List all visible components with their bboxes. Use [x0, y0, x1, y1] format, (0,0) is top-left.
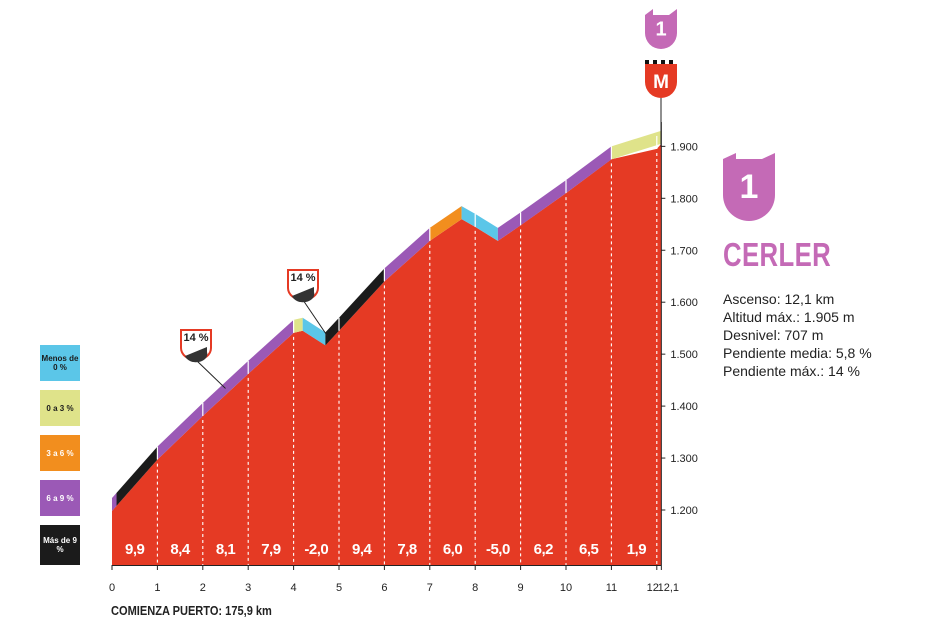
y-tick-label: 1.500 [670, 349, 698, 361]
max-gradient-marker: 14 % [180, 329, 226, 389]
legend-label: 3 a 6 % [46, 448, 74, 458]
legend-item: 3 a 6 % [40, 435, 80, 471]
segment-gradient-label: 6,5 [579, 541, 599, 558]
climb-category-badge: 1 [723, 153, 775, 221]
climb-name: CERLER [723, 236, 832, 273]
x-tick-label: 7 [427, 582, 433, 594]
y-tick-label: 1.800 [670, 193, 698, 205]
legend-item: Menos de 0 % [40, 345, 80, 381]
gradient-band [384, 227, 430, 282]
marker-pointer [195, 359, 226, 389]
marker-pointer [302, 299, 329, 337]
x-tick-label: 12,1 [658, 582, 679, 594]
y-tick-label: 1.600 [670, 297, 698, 309]
legend-label: Más de 9 % [43, 536, 77, 554]
segment-gradient-label: 8,1 [216, 541, 236, 558]
badge-label: M [653, 72, 669, 93]
gradient-band [339, 268, 385, 331]
legend-label: Menos de 0 % [41, 354, 79, 372]
gradient-band [302, 317, 326, 346]
gradient-band [461, 206, 476, 227]
slope-icon [292, 287, 315, 303]
legend-item: 0 a 3 % [40, 390, 80, 426]
legend-item: 6 a 9 % [40, 480, 80, 516]
gradient-band [566, 146, 612, 194]
segment-gradient-label: 1,9 [627, 541, 647, 558]
gradient-band [157, 402, 203, 460]
checker-cell [657, 60, 661, 64]
summit-category-badge: 1 [645, 9, 677, 49]
gradient-band [475, 213, 498, 241]
stat-altitud-max: Altitud máx.: 1.905 m [723, 309, 855, 325]
stat-pendiente-max: Pendiente máx.: 14 % [723, 363, 860, 379]
badge-shape [645, 60, 677, 98]
checker-cell [653, 60, 657, 64]
gradient-band [429, 206, 462, 241]
gradient-band [248, 319, 294, 374]
start-note: COMIENZA PUERTO: 175,9 km [111, 603, 272, 618]
segment-gradient-label: 9,9 [125, 541, 145, 558]
gradient-band [611, 130, 662, 160]
legend-label: 0 a 3 % [46, 403, 74, 413]
x-tick-label: 12 [647, 582, 659, 594]
gradient-band [520, 180, 566, 226]
x-tick-label: 5 [336, 582, 342, 594]
y-tick-label: 1.900 [670, 141, 698, 153]
summit-finish-badge: M [645, 60, 677, 98]
marker-label: 14 % [183, 332, 208, 344]
x-tick-label: 10 [560, 582, 572, 594]
legend-label: 6 a 9 % [46, 493, 74, 503]
x-tick-label: 3 [245, 582, 251, 594]
segment-gradient-label: 8,4 [170, 541, 191, 558]
legend-item: Más de 9 % [40, 525, 80, 565]
gradient-band [293, 317, 303, 333]
x-tick-label: 2 [200, 582, 206, 594]
x-tick-label: 9 [518, 582, 524, 594]
y-tick-label: 1.400 [670, 401, 698, 413]
segment-gradient-label: 9,4 [352, 541, 373, 558]
x-tick-label: 1 [154, 582, 160, 594]
segment-gradient-label: 7,9 [261, 541, 281, 558]
slope-icon [185, 347, 208, 363]
badge-shape [723, 153, 775, 221]
segment-gradient-label: 6,2 [534, 541, 554, 558]
gradient-band [116, 446, 158, 506]
x-tick-label: 6 [381, 582, 387, 594]
segment-gradient-label: 6,0 [443, 541, 463, 558]
badge-shape [645, 9, 677, 49]
stat-desnivel: Desnivel: 707 m [723, 327, 824, 343]
y-tick-label: 1.700 [670, 245, 698, 257]
checker-cell [645, 60, 649, 64]
marker-label: 14 % [290, 272, 315, 284]
checker-cell [665, 60, 669, 64]
x-tick-label: 4 [291, 582, 297, 594]
stat-pendiente-media: Pendiente media: 5,8 % [723, 345, 872, 361]
y-tick-label: 1.300 [670, 453, 698, 465]
x-tick-label: 11 [606, 582, 617, 594]
x-tick-label: 8 [472, 582, 478, 594]
gradient-band [112, 492, 117, 512]
checker-cell [673, 60, 677, 64]
segment-gradient-label: 7,8 [397, 541, 417, 558]
climb-stats: Ascenso: 12,1 km Altitud máx.: 1.905 m D… [723, 290, 872, 380]
segment-gradient-label: -2,0 [304, 541, 328, 558]
badge-label: 1 [740, 168, 759, 206]
gradient-band [497, 212, 521, 241]
profile-area [112, 143, 662, 566]
checker-cell [649, 60, 653, 64]
gradient-band [325, 317, 339, 346]
y-tick-label: 1.200 [670, 505, 698, 517]
checker-cell [661, 60, 665, 64]
badge-label: 1 [655, 18, 666, 40]
stat-ascenso: Ascenso: 12,1 km [723, 291, 835, 307]
max-gradient-marker: 14 % [287, 269, 329, 337]
checker-cell [669, 60, 673, 64]
segment-gradient-label: -5,0 [486, 541, 510, 558]
x-tick-label: 0 [109, 582, 115, 594]
